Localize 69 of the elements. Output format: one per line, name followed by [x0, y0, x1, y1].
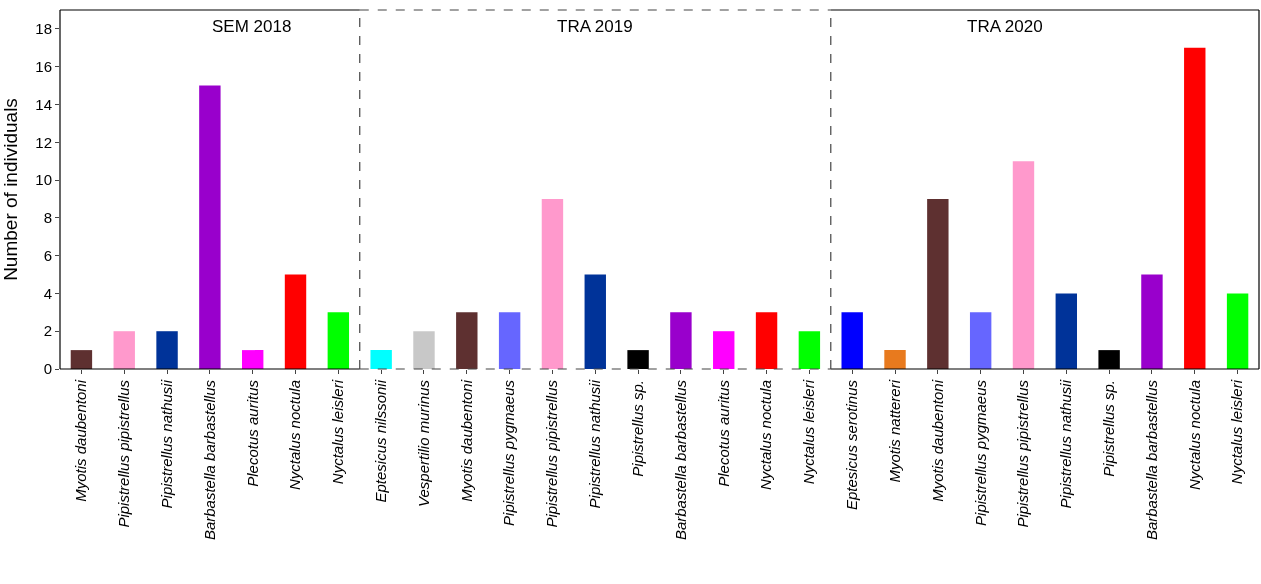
- y-tick-label: 10: [35, 171, 52, 189]
- x-tick-label: Myotis daubentoni: [457, 379, 475, 502]
- bar: [584, 274, 606, 369]
- x-tick-label: Nyctalus leisleri: [329, 379, 347, 485]
- chart-title: TRA 2019: [557, 17, 633, 36]
- x-tick-label: Nyctalus noctula: [286, 380, 304, 491]
- bar: [713, 331, 735, 369]
- x-tick-label: Eptesicus nilssonii: [372, 379, 390, 503]
- x-tick-label: Pipistrellus pygmaeus: [971, 379, 989, 526]
- x-tick-label: Nyctalus leisleri: [800, 379, 818, 485]
- bar: [841, 312, 863, 369]
- bar: [798, 331, 821, 369]
- x-tick-label: Pipistrellus pipistrellus: [115, 379, 133, 528]
- bar: [284, 274, 307, 369]
- x-tick-label: Pipistrellus sp.: [628, 380, 646, 477]
- x-tick-label: Pipistrellus nathusii: [586, 379, 604, 509]
- y-tick-label: 18: [35, 20, 52, 38]
- bar: [1141, 274, 1163, 369]
- bar: [755, 312, 778, 369]
- x-tick-label: Plecotus auritus: [714, 379, 732, 487]
- y-axis-title: Number of individuals: [0, 98, 21, 281]
- bar: [927, 198, 949, 369]
- x-tick-label: Barbastella barbastellus: [200, 379, 218, 541]
- bar: [1012, 161, 1035, 369]
- x-tick-label: Plecotus auritus: [243, 379, 261, 487]
- x-tick-label: Pipistrellus pipistrellus: [1014, 379, 1032, 528]
- x-tick-label: Pipistrellus nathusii: [157, 379, 175, 509]
- y-tick-label: 8: [43, 209, 52, 227]
- bar: [456, 312, 478, 369]
- y-tick-label: 4: [43, 284, 52, 302]
- y-tick-label: 0: [43, 360, 52, 378]
- bar: [627, 350, 649, 369]
- bar: [199, 85, 221, 369]
- bar: [884, 350, 906, 369]
- bar: [413, 331, 435, 369]
- x-tick-label: Eptesicus serotinus: [843, 379, 861, 511]
- bar: [498, 312, 521, 369]
- x-tick-label: Nyctalus leisleri: [1228, 379, 1246, 485]
- bar: [113, 331, 135, 369]
- chart-title: TRA 2020: [967, 17, 1043, 36]
- y-tick-label: 12: [35, 133, 52, 151]
- y-tick-label: 2: [43, 322, 52, 340]
- bar: [1226, 293, 1249, 369]
- x-tick-label: Myotis daubentoni: [928, 379, 946, 502]
- bar: [327, 312, 350, 369]
- x-tick-label: Pipistrellus sp.: [1100, 380, 1117, 477]
- bar: [969, 312, 992, 369]
- x-tick-label: Pipistrellus nathusii: [1057, 379, 1075, 509]
- chart-title: SEM 2018: [212, 17, 292, 36]
- bar: [156, 331, 178, 369]
- x-tick-label: Myotis daubentoni: [72, 379, 90, 502]
- y-tick-label: 6: [43, 246, 52, 264]
- bar: [70, 350, 93, 369]
- x-tick-label: Pipistrellus pipistrellus: [543, 379, 561, 528]
- x-tick-label: Pipistrellus pygmaeus: [500, 379, 518, 526]
- bar: [241, 350, 264, 369]
- x-tick-label: Nyctalus noctula: [1185, 380, 1203, 491]
- x-tick-label: Barbastella barbastellus: [1142, 379, 1160, 541]
- y-tick-label: 14: [35, 95, 52, 113]
- x-tick-label: Barbastella barbastellus: [671, 379, 689, 541]
- x-tick-label: Nyctalus noctula: [757, 380, 775, 491]
- bar: [370, 350, 392, 369]
- bar: [541, 198, 564, 369]
- bar: [1055, 293, 1078, 369]
- x-tick-label: Myotis nattereri: [885, 379, 903, 483]
- bar: [670, 312, 692, 369]
- x-tick-label: Vespertilio murinus: [414, 379, 432, 507]
- bar: [1184, 47, 1206, 369]
- y-tick-label: 16: [35, 57, 52, 75]
